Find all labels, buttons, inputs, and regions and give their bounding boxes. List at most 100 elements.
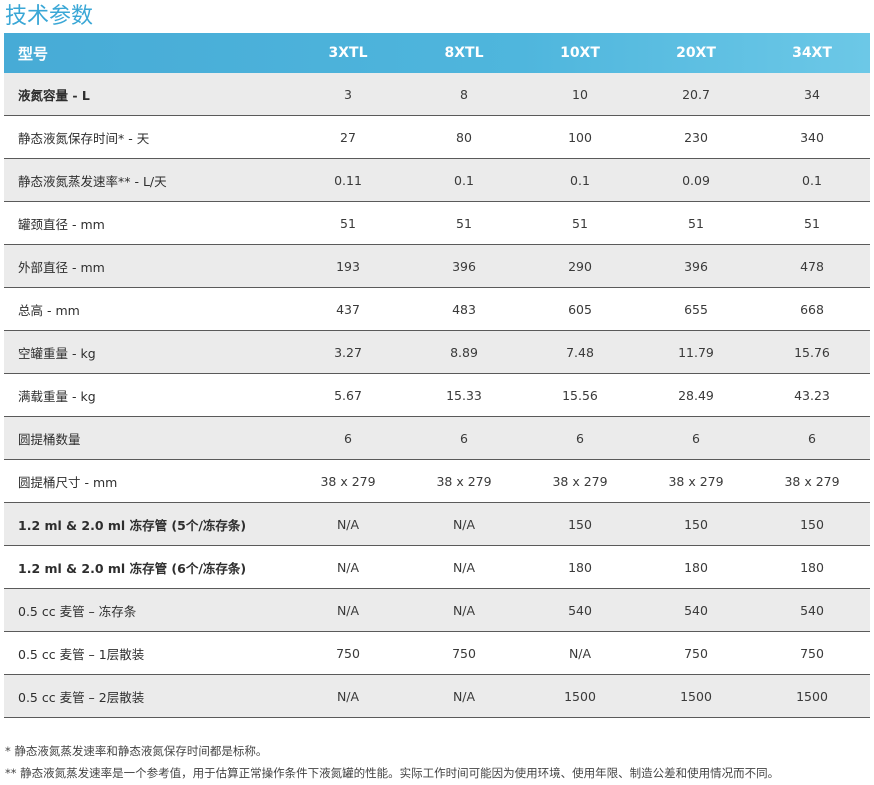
table-row: 液氮容量 - L 3 8 10 20.7 34 — [4, 73, 870, 116]
table-row: 1.2 ml & 2.0 ml 冻存管 (5个/冻存条) N/A N/A 150 150… — [4, 502, 870, 546]
table-cell: 6 — [522, 416, 638, 460]
row-label: 0.5 cc 麦管 – 冻存条 — [4, 588, 290, 632]
table-cell: 11.79 — [638, 330, 754, 374]
row-label: 1.2 ml & 2.0 ml 冻存管 (5个/冻存条) — [4, 502, 290, 546]
spec-table: 型号 3XTL 8XTL 10XT 20XT 34XT 液氮容量 - L 3 8 10… — [4, 33, 870, 718]
table-cell: 10 — [522, 73, 638, 116]
table-cell: 38 x 279 — [406, 459, 522, 503]
table-row: 圆提桶数量 6 6 6 6 6 — [4, 416, 870, 460]
table-row: 1.2 ml & 2.0 ml 冻存管 (6个/冻存条) N/A N/A 180 180… — [4, 545, 870, 589]
table-cell: 6 — [290, 416, 406, 460]
table-row: 总高 - mm 437 483 605 655 668 — [4, 287, 870, 331]
table-cell: 540 — [638, 588, 754, 632]
table-cell: 15.56 — [522, 373, 638, 417]
page-title: 技术参数 — [5, 4, 94, 29]
table-cell: 51 — [754, 201, 870, 245]
header-20xt: 20XT — [676, 45, 716, 61]
table-cell: 43.23 — [754, 373, 870, 417]
table-cell: N/A — [290, 502, 406, 546]
table-cell: 150 — [522, 502, 638, 546]
table-cell: 3 — [290, 73, 406, 116]
table-cell: 540 — [754, 588, 870, 632]
table-row: 满载重量 - kg 5.67 15.33 15.56 28.49 43.23 — [4, 373, 870, 417]
table-cell: 80 — [406, 115, 522, 159]
table-cell: 100 — [522, 115, 638, 159]
table-cell: 290 — [522, 244, 638, 288]
row-label: 静态液氮保存时间* - 天 — [4, 115, 290, 159]
table-cell: N/A — [406, 674, 522, 718]
table-cell: 5.67 — [290, 373, 406, 417]
row-label: 0.5 cc 麦管 – 2层散装 — [4, 674, 290, 718]
table-cell: 540 — [522, 588, 638, 632]
row-label: 罐颈直径 - mm — [4, 201, 290, 245]
header-10xt: 10XT — [560, 45, 600, 61]
table-cell: N/A — [522, 631, 638, 675]
table-cell: 180 — [754, 545, 870, 589]
table-cell: 340 — [754, 115, 870, 159]
footnotes: * 静态液氮蒸发速率和静态液氮保存时间都是标称。 ** 静态液氮蒸发速率是一个参… — [5, 740, 779, 784]
row-label: 空罐重量 - kg — [4, 330, 290, 374]
table-cell: 180 — [638, 545, 754, 589]
table-cell: 51 — [290, 201, 406, 245]
table-row: 静态液氮蒸发速率** - L/天 0.11 0.1 0.1 0.09 0.1 — [4, 158, 870, 202]
table-cell: 51 — [638, 201, 754, 245]
table-cell: 0.1 — [754, 158, 870, 202]
footnote-1: * 静态液氮蒸发速率和静态液氮保存时间都是标称。 — [5, 744, 268, 758]
table-cell: 28.49 — [638, 373, 754, 417]
row-label: 外部直径 - mm — [4, 244, 290, 288]
table-cell: 750 — [638, 631, 754, 675]
table-cell: N/A — [406, 588, 522, 632]
table-cell: 750 — [754, 631, 870, 675]
table-cell: 8.89 — [406, 330, 522, 374]
table-row: 空罐重量 - kg 3.27 8.89 7.48 11.79 15.76 — [4, 330, 870, 374]
table-cell: 655 — [638, 287, 754, 331]
header-3xtl: 3XTL — [328, 45, 368, 61]
table-cell: 3.27 — [290, 330, 406, 374]
footnote-2: ** 静态液氮蒸发速率是一个参考值，用于估算正常操作条件下液氮罐的性能。实际工作… — [5, 766, 780, 780]
table-cell: 38 x 279 — [638, 459, 754, 503]
table-cell: 0.11 — [290, 158, 406, 202]
table-cell: 6 — [754, 416, 870, 460]
row-label: 总高 - mm — [4, 287, 290, 331]
table-row: 0.5 cc 麦管 – 冻存条 N/A N/A 540 540 540 — [4, 588, 870, 632]
table-cell: 51 — [406, 201, 522, 245]
table-cell: 150 — [638, 502, 754, 546]
row-label: 圆提桶数量 — [4, 416, 290, 460]
table-cell: 27 — [290, 115, 406, 159]
table-cell: 150 — [754, 502, 870, 546]
table-cell: N/A — [290, 545, 406, 589]
table-cell: 478 — [754, 244, 870, 288]
header-34xt: 34XT — [792, 45, 832, 61]
header-model: 型号 — [18, 44, 49, 63]
table-cell: N/A — [406, 545, 522, 589]
table-cell: 0.09 — [638, 158, 754, 202]
table-cell: 396 — [406, 244, 522, 288]
table-cell: 6 — [638, 416, 754, 460]
row-label: 静态液氮蒸发速率** - L/天 — [4, 158, 290, 202]
table-cell: 8 — [406, 73, 522, 116]
table-cell: 483 — [406, 287, 522, 331]
table-cell: N/A — [290, 588, 406, 632]
table-cell: 15.33 — [406, 373, 522, 417]
table-cell: 605 — [522, 287, 638, 331]
table-cell: 193 — [290, 244, 406, 288]
header-8xtl: 8XTL — [444, 45, 484, 61]
table-cell: 1500 — [754, 674, 870, 718]
table-cell: 38 x 279 — [522, 459, 638, 503]
table-cell: 750 — [406, 631, 522, 675]
row-label: 圆提桶尺寸 - mm — [4, 459, 290, 503]
table-cell: 0.1 — [406, 158, 522, 202]
table-cell: 38 x 279 — [290, 459, 406, 503]
table-header-row: 型号 3XTL 8XTL 10XT 20XT 34XT — [4, 33, 870, 73]
table-cell: 20.7 — [638, 73, 754, 116]
table-row: 圆提桶尺寸 - mm 38 x 279 38 x 279 38 x 279 38 x 2… — [4, 459, 870, 503]
row-label: 0.5 cc 麦管 – 1层散装 — [4, 631, 290, 675]
table-cell: 180 — [522, 545, 638, 589]
table-cell: 437 — [290, 287, 406, 331]
row-label: 满载重量 - kg — [4, 373, 290, 417]
table-cell: 6 — [406, 416, 522, 460]
row-label: 1.2 ml & 2.0 ml 冻存管 (6个/冻存条) — [4, 545, 290, 589]
table-row: 静态液氮保存时间* - 天 27 80 100 230 340 — [4, 115, 870, 159]
table-row: 0.5 cc 麦管 – 2层散装 N/A N/A 1500 1500 1500 — [4, 674, 870, 718]
table-cell: 396 — [638, 244, 754, 288]
